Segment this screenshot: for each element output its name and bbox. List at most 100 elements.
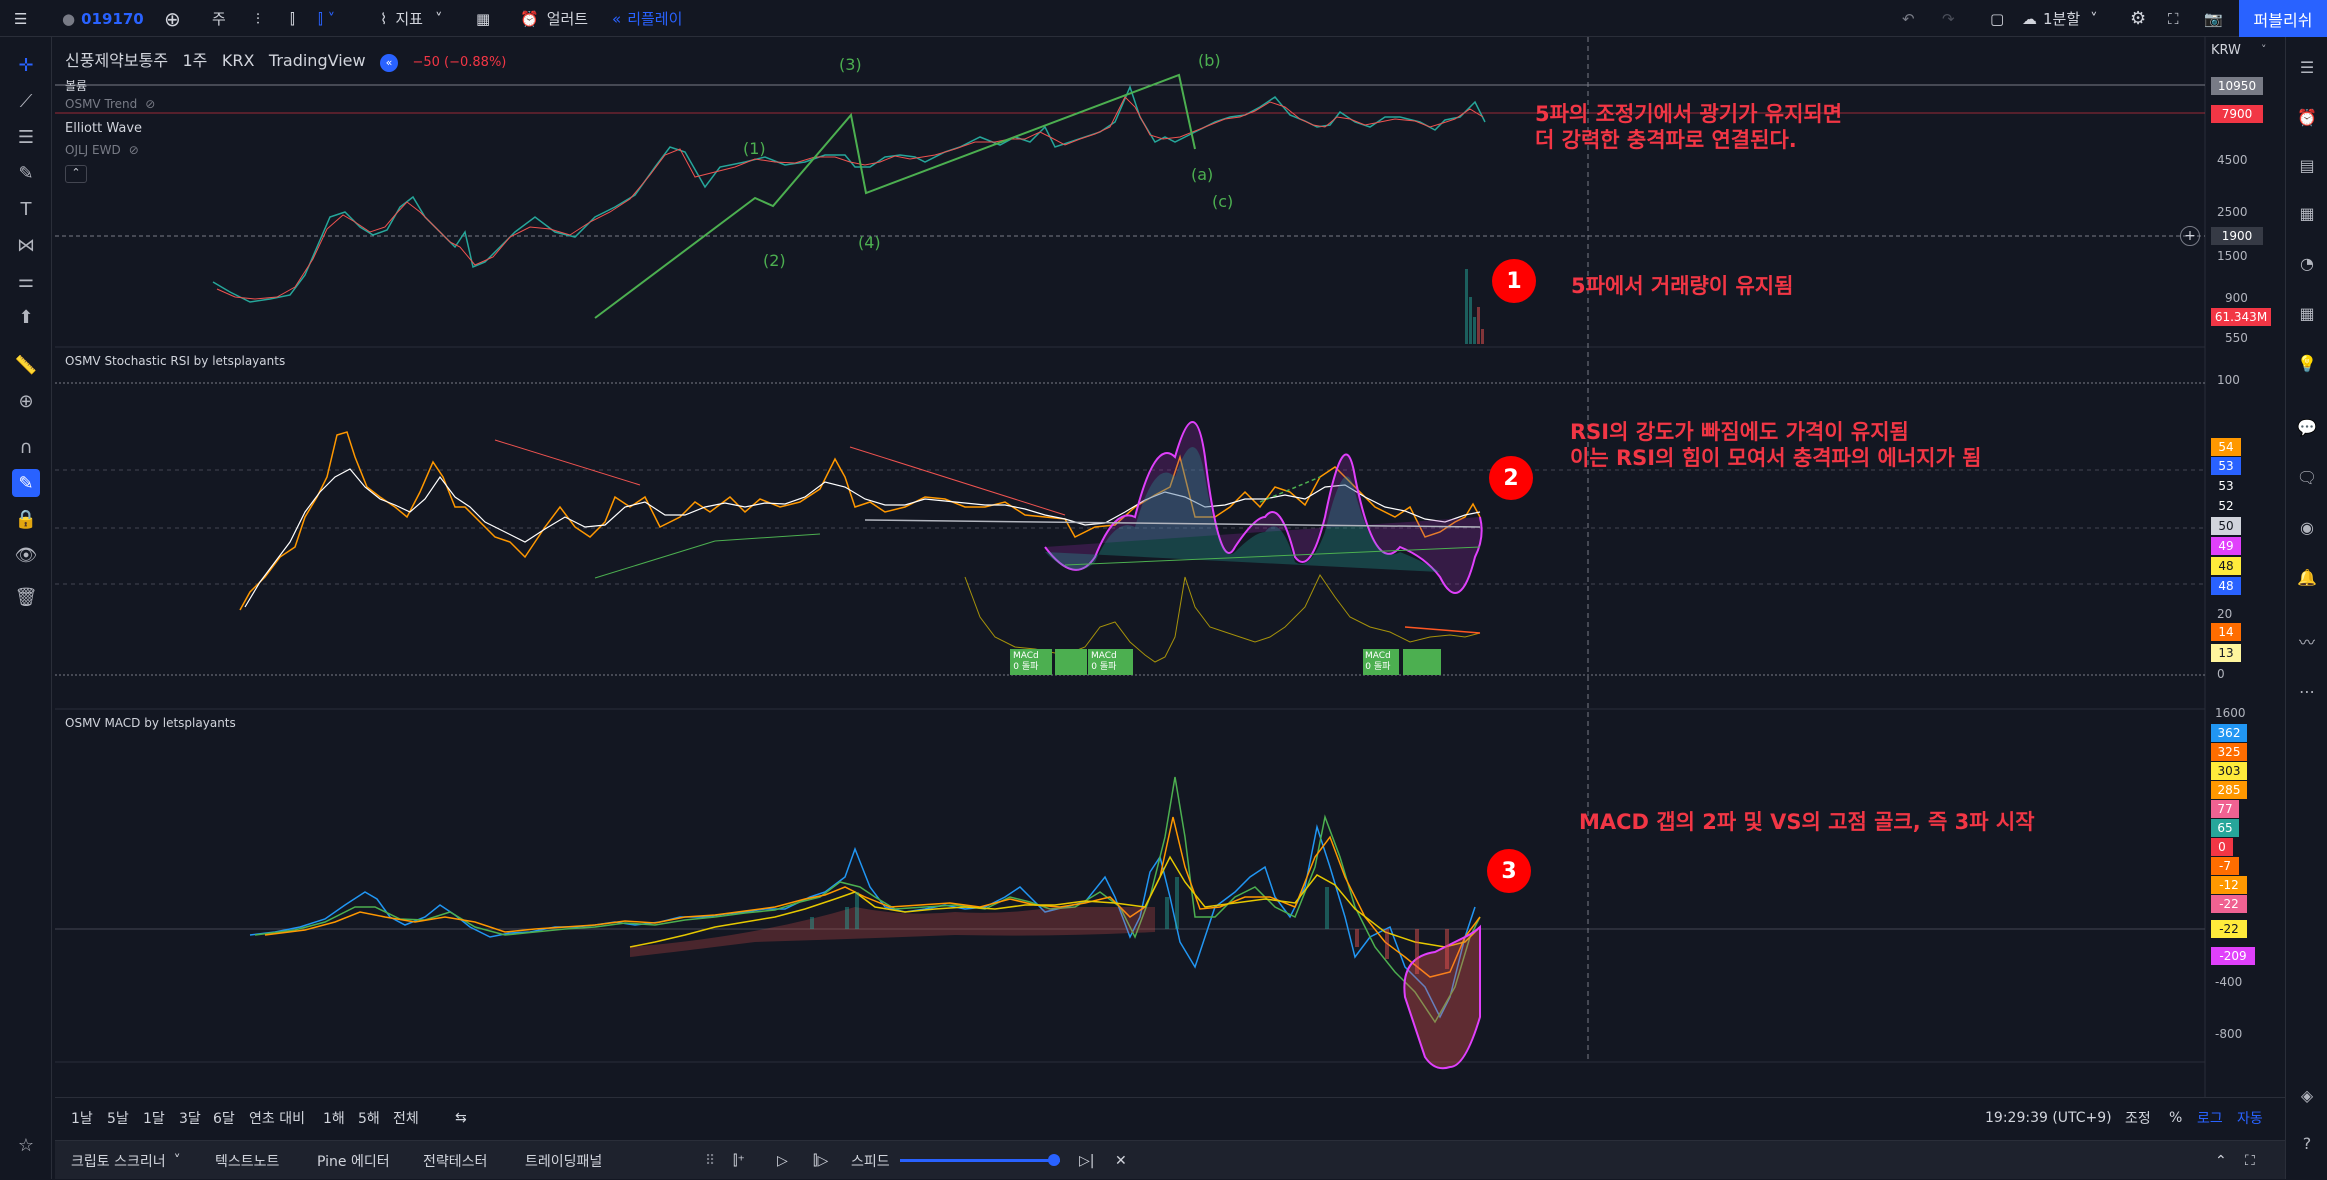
chat-icon[interactable]: 💬 [2297, 417, 2317, 437]
range-5d[interactable]: 5날 [107, 1111, 129, 1127]
clock-time[interactable]: 19:29:39 (UTC+9) [1985, 1110, 2112, 1126]
goto-date-icon[interactable]: ⇆ [455, 1110, 467, 1126]
data-window-icon[interactable]: ▤ [2299, 155, 2315, 175]
adjust-button[interactable]: 조정 [2125, 1111, 2151, 1127]
jump-to-realtime-icon[interactable]: ▷| [1079, 1152, 1095, 1169]
trend-legend[interactable]: OSMV Trend ⊘ [65, 97, 155, 111]
annotation-marker[interactable]: 3 [1487, 849, 1531, 893]
replay-button[interactable]: « 리플레이 [612, 0, 682, 37]
range-1y[interactable]: 1해 [323, 1111, 345, 1127]
range-1m[interactable]: 1달 [143, 1111, 165, 1127]
chart-area[interactable]: 신풍제약보통주 1주 KRX TradingView « −50 (−0.88%… [55, 37, 2285, 1130]
elliott-legend[interactable]: Elliott Wave [65, 121, 143, 136]
layout-select[interactable]: ☁ 1분할 ˅ [2022, 0, 2098, 37]
log-button[interactable]: 로그 [2197, 1111, 2223, 1127]
percent-button[interactable]: % [2169, 1110, 2183, 1126]
ewd-legend[interactable]: OJLJ EWD ⊘ [65, 143, 139, 157]
replay-select-icon[interactable]: ⫿⁺ [733, 1152, 745, 1169]
crosshair-icon[interactable]: ✛ [18, 54, 34, 76]
calendar-icon[interactable]: ▦ [2299, 303, 2315, 323]
fib-icon[interactable]: ☰ [17, 126, 35, 148]
add-symbol-icon[interactable]: ⊕ [164, 6, 181, 31]
stay-drawing-icon[interactable]: ✎ [12, 469, 40, 497]
annotation-marker[interactable]: 2 [1489, 456, 1533, 500]
macd-legend[interactable]: OSMV MACD by letsplayants [65, 716, 236, 730]
hotlist-icon[interactable]: ◔ [2300, 253, 2314, 273]
zoom-icon[interactable]: ⊕ [18, 390, 34, 412]
menu-icon[interactable]: ☰ [14, 9, 28, 28]
watchlist-icon[interactable]: ☰ [2299, 57, 2315, 77]
settings-icon[interactable]: ⚙ [2130, 8, 2147, 29]
tab-text-notes[interactable]: 텍스트노트 [215, 1153, 280, 1170]
redo-icon[interactable]: ↷ [1942, 9, 1955, 28]
annotation-text[interactable]: RSI의 강도가 빠짐에도 가격이 유지됨 이는 RSI의 힘이 모여서 충격파의… [1570, 420, 1982, 470]
star-icon[interactable]: ☆ [17, 1134, 35, 1156]
chevron-up-icon[interactable]: ⌃ [2215, 1152, 2227, 1169]
layers-icon[interactable]: ◈ [2300, 1085, 2314, 1105]
range-6m[interactable]: 6달 [213, 1111, 235, 1127]
eye-icon[interactable]: 👁 [14, 544, 38, 566]
camera-icon[interactable]: 📷 [2204, 9, 2223, 28]
add-alert-icon[interactable]: + [2180, 226, 2200, 246]
bar-style-icon[interactable]: ⫶ [256, 9, 260, 28]
alert-button[interactable]: ⏰ 얼러트 [520, 0, 588, 37]
tab-pine-editor[interactable]: Pine 에디터 [317, 1153, 390, 1170]
slider-thumb[interactable] [1048, 1154, 1060, 1166]
replay-badge-icon[interactable]: « [380, 54, 399, 72]
auto-button[interactable]: 자동 [2237, 1111, 2263, 1127]
chart-canvas[interactable] [55, 37, 2285, 1097]
chart-type-icon[interactable]: ⫿ ˅ [318, 9, 336, 28]
indicators-button[interactable]: ⌇ 지표 ˅ [380, 0, 442, 37]
magnet-icon[interactable]: ∩ [19, 436, 33, 458]
messages-icon[interactable]: 🗨 [2296, 467, 2318, 487]
undo-icon[interactable]: ↶ [1902, 9, 1915, 28]
brush-icon[interactable]: ✎ [18, 162, 34, 184]
maximize-panel-icon[interactable]: ⛶ [2245, 1152, 2255, 1169]
pattern-icon[interactable]: ⋈ [17, 234, 35, 256]
annotation-text[interactable]: 5파의 조정기에서 광기가 유지되면 더 강력한 충격파로 연결된다. [1535, 102, 1843, 152]
streams-icon[interactable]: ◉ [2300, 517, 2314, 537]
tab-crypto-screener[interactable]: 크립토 스크리너 ˅ [71, 1141, 181, 1180]
close-icon[interactable]: ✕ [1115, 1152, 1127, 1169]
play-icon[interactable]: ▷ [777, 1152, 788, 1169]
range-all[interactable]: 전체 [393, 1111, 419, 1127]
range-ytd[interactable]: 연초 대비 [249, 1111, 305, 1127]
dom-icon[interactable]: ⋯ [2299, 681, 2315, 701]
annotation-text[interactable]: 5파에서 거래량이 유지됨 [1571, 274, 1794, 298]
trash-icon[interactable]: 🗑 [14, 586, 38, 608]
speed-slider[interactable] [900, 1141, 1060, 1180]
tab-trading-panel[interactable]: 트레이딩패널 [525, 1153, 603, 1170]
range-3m[interactable]: 3달 [179, 1111, 201, 1127]
range-1d[interactable]: 1날 [71, 1111, 93, 1127]
annotation-text[interactable]: MACD 갭의 2파 및 VS의 고점 골크, 즉 3파 시작 [1579, 810, 2035, 834]
trading-icon[interactable]: 〰 [2298, 633, 2315, 652]
main-legend[interactable]: 신풍제약보통주 1주 KRX TradingView « −50 (−0.88%… [65, 47, 506, 72]
annotation-marker[interactable]: 1 [1492, 259, 1536, 303]
ruler-icon[interactable]: 📏 [14, 354, 38, 376]
prediction-icon[interactable]: ⚌ [17, 270, 35, 292]
eye-off-icon[interactable]: ⊘ [145, 97, 156, 111]
currency-label[interactable]: KRW [2211, 43, 2241, 58]
range-5y[interactable]: 5해 [358, 1111, 380, 1127]
candles-icon[interactable]: ⫿ [290, 9, 295, 28]
trendline-icon[interactable]: ⟋ [19, 90, 33, 112]
collapse-legend-icon[interactable]: ⌃ [65, 165, 87, 183]
eye-off-icon[interactable]: ⊘ [128, 143, 139, 157]
step-forward-icon[interactable]: ⫿▷ [813, 1152, 829, 1169]
text-icon[interactable]: T [20, 198, 32, 220]
lock-icon[interactable]: 🔒 [14, 508, 38, 530]
volume-legend[interactable]: 볼륨 [65, 79, 88, 93]
publish-button[interactable]: 퍼블리쉬 [2239, 0, 2327, 37]
tab-strategy-tester[interactable]: 전략테스터 [423, 1153, 488, 1170]
templates-icon[interactable]: ▦ [476, 9, 491, 28]
interval-button[interactable]: 주 [212, 10, 226, 28]
alerts-icon[interactable]: ⏰ [2297, 107, 2317, 127]
arrow-up-icon[interactable]: ⬆ [18, 306, 34, 328]
chevron-down-icon[interactable]: ˅ [2261, 43, 2267, 56]
ideas-icon[interactable]: 💡 [2297, 353, 2317, 373]
help-icon[interactable]: ? [2302, 1133, 2312, 1153]
layout-icon[interactable]: ▢ [1990, 9, 2005, 28]
symbol-search[interactable]: ● 019170 [62, 0, 144, 37]
stoch-legend[interactable]: OSMV Stochastic RSI by letsplayants [65, 354, 286, 368]
drag-handle-icon[interactable]: ⠿ [705, 1152, 716, 1169]
